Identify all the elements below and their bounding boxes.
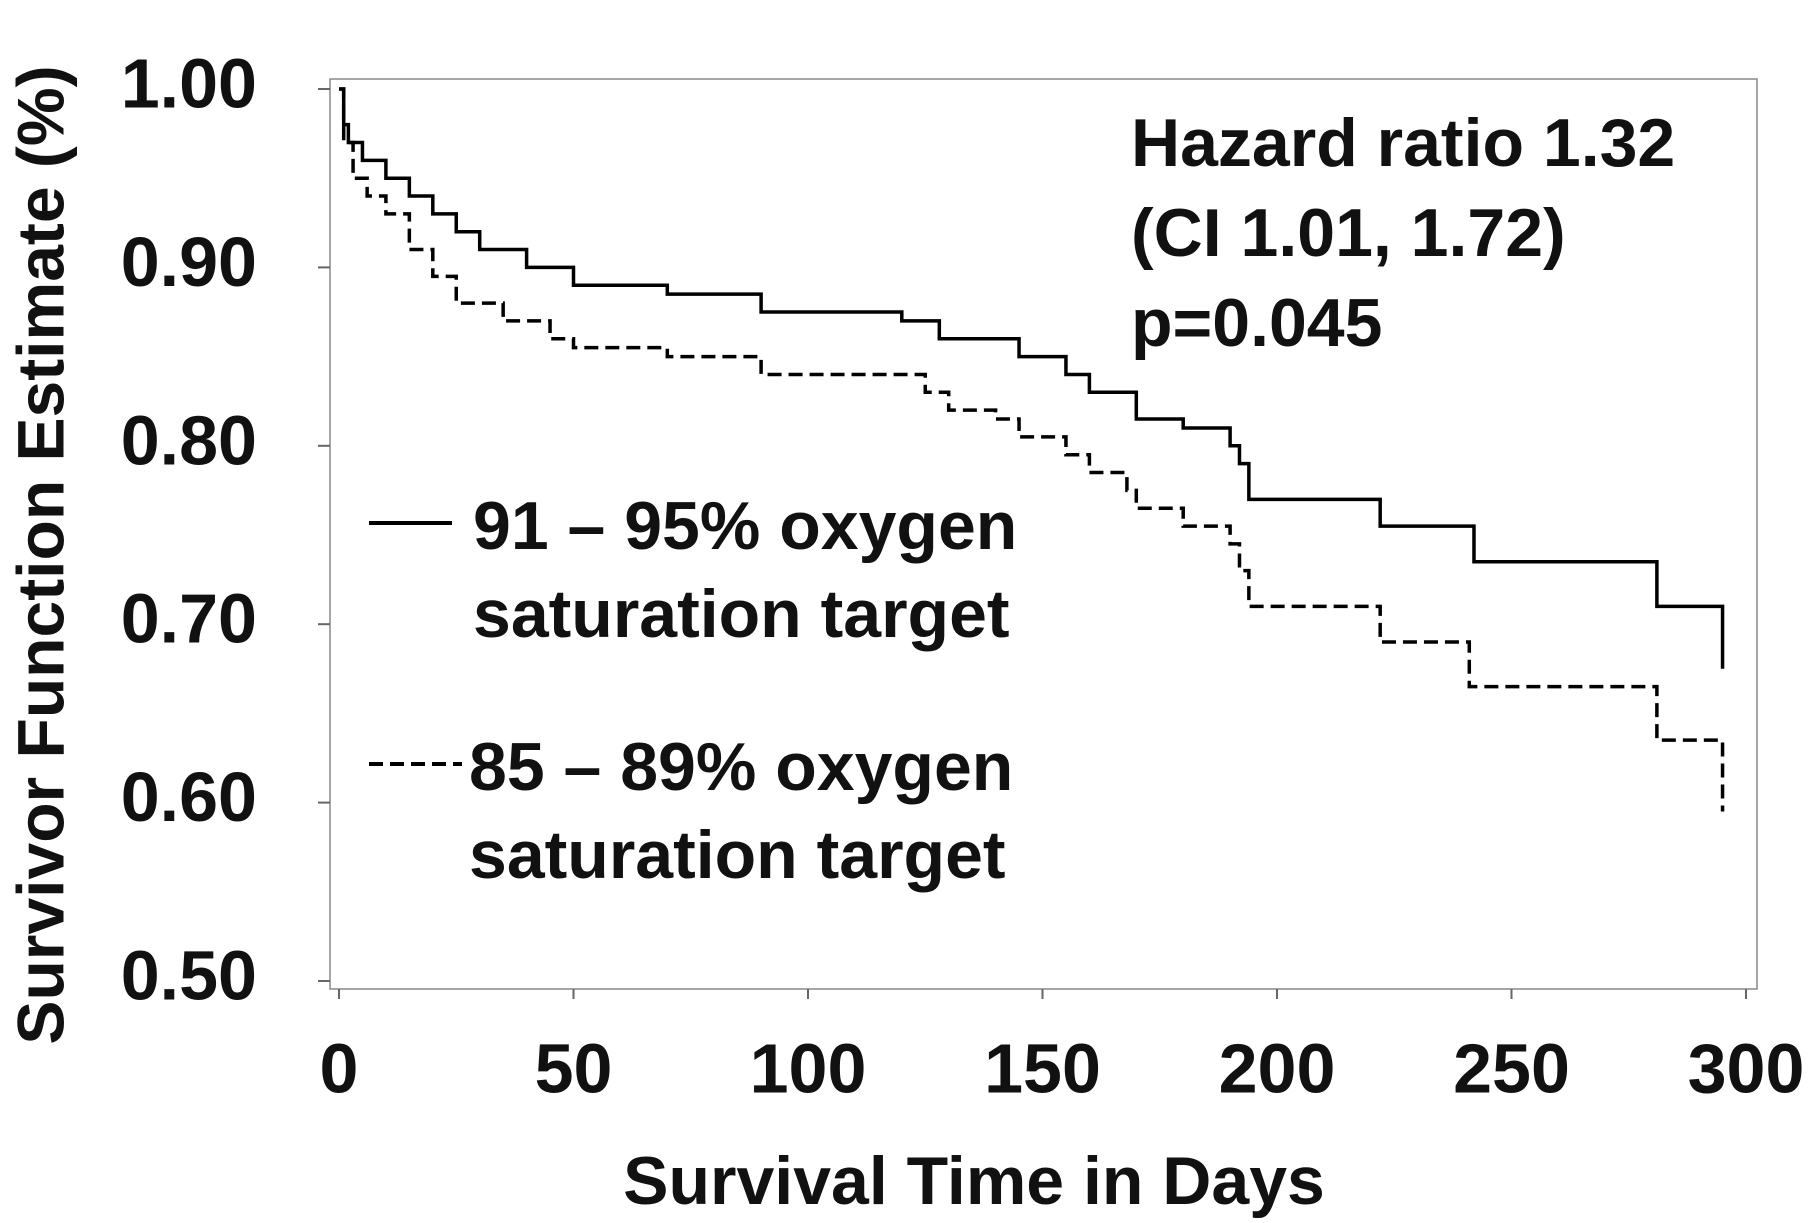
annotation: p=0.045 <box>1131 285 1382 361</box>
survival-curve <box>339 87 1725 669</box>
x-tick-label: 100 <box>750 1029 867 1107</box>
y-tick-label: 0.60 <box>121 758 257 836</box>
y-tick-label: 0.70 <box>121 580 257 658</box>
x-tick-label: 200 <box>1219 1029 1336 1107</box>
annotation: (CI 1.01, 1.72) <box>1131 195 1566 271</box>
y-tick-label: 0.90 <box>121 223 257 301</box>
x-axis-title: Survival Time in Days <box>623 1143 1325 1219</box>
y-tick-label: 0.80 <box>121 401 257 479</box>
survival-curve <box>339 87 1725 812</box>
x-tick-label: 50 <box>535 1029 613 1107</box>
y-tick-label: 1.00 <box>121 44 257 122</box>
legend-label: 91 – 95% oxygen saturation target <box>473 488 1018 652</box>
annotation: Hazard ratio 1.32 <box>1131 105 1675 181</box>
y-tick-label: 0.50 <box>121 936 257 1014</box>
x-tick-label: 250 <box>1453 1029 1570 1107</box>
y-axis-title: Survivor Function Estimate (%) <box>3 65 77 1044</box>
x-tick-label: 0 <box>320 1029 359 1107</box>
x-tick-label: 150 <box>984 1029 1101 1107</box>
legend-label: 85 – 89% oxygen saturation target <box>469 729 1014 893</box>
x-tick-label: 300 <box>1688 1029 1805 1107</box>
